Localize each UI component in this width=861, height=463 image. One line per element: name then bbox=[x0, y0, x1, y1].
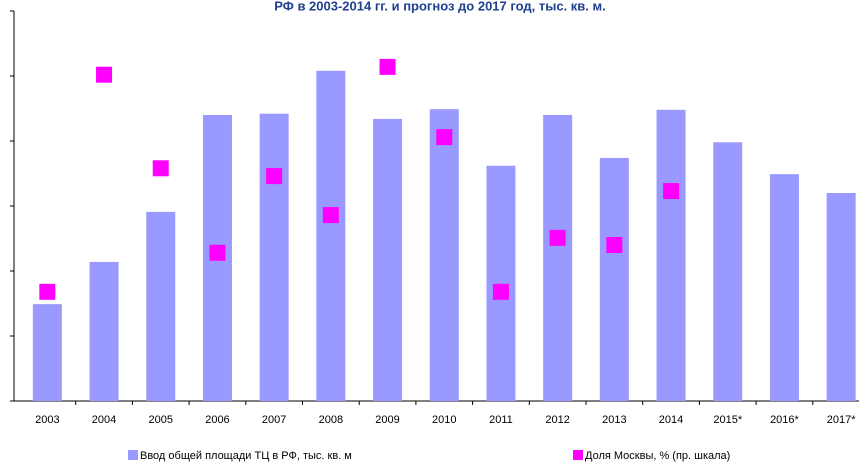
legend-swatch bbox=[573, 450, 583, 460]
x-tick-label: 2006 bbox=[205, 414, 229, 426]
bar bbox=[373, 118, 403, 402]
bar bbox=[316, 70, 346, 402]
marker bbox=[152, 160, 169, 177]
x-tick-label: 2007 bbox=[262, 414, 286, 426]
x-tick-label: 2014 bbox=[659, 414, 683, 426]
bar bbox=[146, 211, 176, 401]
x-tick-label: 2012 bbox=[545, 414, 569, 426]
marker bbox=[209, 244, 226, 261]
x-tick-label: 2004 bbox=[92, 414, 116, 426]
x-tick-label: 2010 bbox=[432, 414, 456, 426]
x-tick-label: 2003 bbox=[35, 414, 59, 426]
legend-swatch bbox=[128, 450, 138, 460]
chart-title: РФ в 2003-2014 гг. и прогноз до 2017 год… bbox=[274, 0, 606, 13]
bar bbox=[599, 157, 629, 401]
x-tick-label: 2011 bbox=[489, 414, 513, 426]
x-tick-label: 2009 bbox=[375, 414, 399, 426]
bar bbox=[486, 165, 516, 401]
bar bbox=[656, 109, 686, 402]
marker bbox=[663, 183, 680, 200]
marker bbox=[96, 66, 113, 83]
x-tick-label: 2005 bbox=[149, 414, 173, 426]
bar bbox=[89, 261, 119, 401]
x-tick-label: 2013 bbox=[602, 414, 626, 426]
marker bbox=[266, 168, 283, 185]
x-tick-label: 2015* bbox=[713, 414, 742, 426]
legend-label: Ввод общей площади ТЦ в РФ, тыс. кв. м bbox=[140, 450, 352, 462]
bar bbox=[713, 142, 743, 402]
bar bbox=[769, 174, 799, 401]
bar bbox=[826, 193, 856, 401]
x-tick-label: 2017* bbox=[827, 414, 856, 426]
x-tick-label: 2008 bbox=[319, 414, 343, 426]
marker bbox=[549, 229, 566, 246]
bar bbox=[543, 115, 573, 401]
legend-label: Доля Москвы, % (пр. шкала) bbox=[585, 450, 730, 462]
marker bbox=[322, 207, 339, 224]
x-tick-label: 2016* bbox=[770, 414, 799, 426]
bar bbox=[32, 304, 62, 401]
bar bbox=[259, 113, 289, 401]
bar bbox=[429, 109, 459, 402]
marker bbox=[436, 129, 453, 146]
marker bbox=[379, 58, 396, 75]
marker bbox=[39, 283, 56, 300]
marker bbox=[606, 237, 623, 253]
marker bbox=[492, 283, 509, 300]
